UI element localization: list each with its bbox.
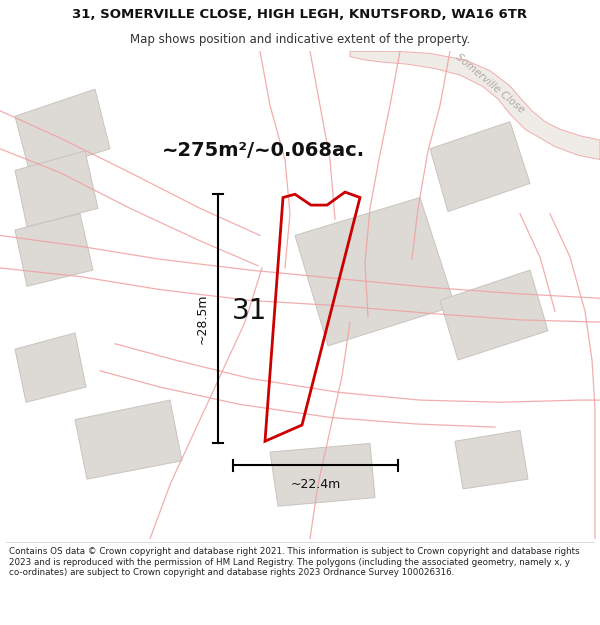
- Polygon shape: [15, 214, 93, 286]
- Text: ~275m²/~0.068ac.: ~275m²/~0.068ac.: [162, 141, 365, 161]
- Text: ~22.4m: ~22.4m: [290, 478, 341, 491]
- Polygon shape: [440, 270, 548, 360]
- Polygon shape: [15, 151, 98, 227]
- Polygon shape: [15, 89, 110, 174]
- Polygon shape: [270, 443, 375, 506]
- Polygon shape: [430, 122, 530, 212]
- Text: 31: 31: [232, 298, 268, 325]
- Text: Map shows position and indicative extent of the property.: Map shows position and indicative extent…: [130, 34, 470, 46]
- Polygon shape: [75, 400, 182, 479]
- Text: Somerville Close: Somerville Close: [454, 52, 526, 116]
- Polygon shape: [455, 431, 528, 489]
- Polygon shape: [350, 51, 600, 159]
- Text: Contains OS data © Crown copyright and database right 2021. This information is : Contains OS data © Crown copyright and d…: [9, 548, 580, 577]
- Text: 31, SOMERVILLE CLOSE, HIGH LEGH, KNUTSFORD, WA16 6TR: 31, SOMERVILLE CLOSE, HIGH LEGH, KNUTSFO…: [73, 8, 527, 21]
- Polygon shape: [15, 333, 86, 402]
- Text: ~28.5m: ~28.5m: [196, 294, 209, 344]
- Polygon shape: [295, 198, 455, 346]
